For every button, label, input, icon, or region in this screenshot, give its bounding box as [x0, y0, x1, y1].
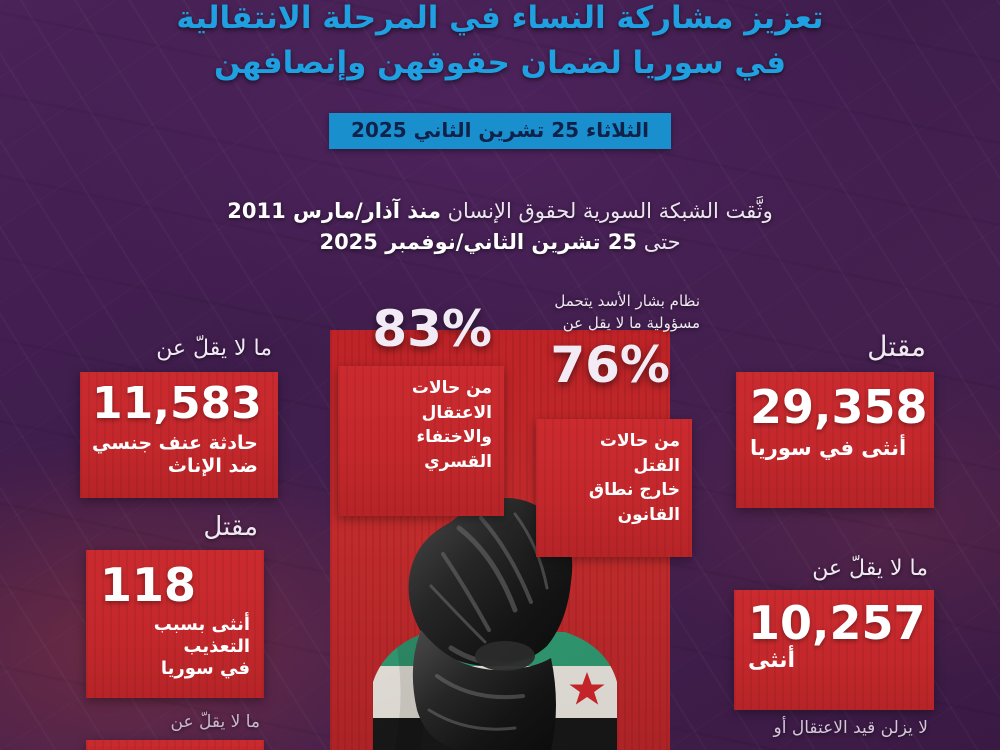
stat-caption-torture-deaths: مقتل — [203, 512, 258, 542]
title-line-1: تعزيز مشاركة النساء في المرحلة الانتقالي… — [176, 0, 824, 36]
stat-caption-line-1: نظام بشار الأسد يتحمل — [554, 292, 700, 310]
stat-value-torture-deaths: 118 — [100, 558, 197, 612]
stat-desc-line-1: من حالات الاعتقال — [411, 378, 492, 423]
stat-desc-line-2: ضد الإناث — [167, 455, 258, 478]
stat-desc-line-2: خارج نطاق القانون — [588, 480, 680, 525]
stat-caption-partial-bottom-left: ما لا يقلّ عن — [170, 712, 260, 732]
stat-card-detention: من حالات الاعتقال والاختفاء القسري — [338, 366, 504, 516]
stat-card-partial-bottom-left — [86, 740, 264, 750]
stat-description-killed-females: أنثى في سوريا — [750, 436, 906, 462]
stat-desc-line-1: أنثى — [748, 648, 796, 673]
subtitle-line-2-plain: حتى — [637, 230, 681, 254]
stat-card-sexual-violence: 11,583 حادثة عنف جنسي ضد الإناث — [80, 372, 278, 498]
subtitle-line-2-bold: 25 تشرين الثاني/نوفمبر 2025 — [319, 230, 638, 254]
stat-caption-killed-females: مقتل — [867, 330, 926, 363]
page-title: تعزيز مشاركة النساء في المرحلة الانتقالي… — [0, 0, 1000, 86]
subtitle-line-2: حتى 25 تشرين الثاني/نوفمبر 2025 — [0, 227, 1000, 258]
title-line-2: في سوريا لضمان حقوقهن وإنصافهن — [213, 45, 787, 81]
woman-with-syrian-flag-illustration — [355, 470, 655, 750]
subtitle-line-1-plain: وثَّقت الشبكة السورية لحقوق الإنسان — [440, 199, 773, 223]
stat-desc-line-2: في سوريا — [160, 657, 250, 679]
stat-value-sexual-violence: 11,583 — [92, 378, 262, 429]
subtitle: وثَّقت الشبكة السورية لحقوق الإنسان منذ … — [0, 196, 1000, 258]
stat-caption-extrajudicial: نظام بشار الأسد يتحمل مسؤولية ما لا يقل … — [554, 290, 700, 334]
subtitle-line-1-bold: منذ آذار/مارس 2011 — [227, 199, 441, 223]
stat-caption-detained-females: ما لا يقلّ عن — [812, 556, 928, 581]
stat-caption-sexual-violence: ما لا يقلّ عن — [156, 336, 272, 361]
stat-card-torture-deaths: 118 أنثى بسبب التعذيب في سوريا — [86, 550, 264, 698]
stat-card-extrajudicial: من حالات القتل خارج نطاق القانون — [536, 419, 692, 557]
stat-desc-line-1: حادثة عنف جنسي — [92, 432, 258, 454]
stat-card-killed-females: 29,358 أنثى في سوريا — [736, 372, 934, 508]
date-badge: الثلاثاء 25 تشرين الثاني 2025 — [329, 113, 671, 149]
stat-desc-line-2: والاختفاء القسري — [416, 427, 492, 472]
stat-value-killed-females: 29,358 — [750, 380, 928, 434]
subtitle-line-1: وثَّقت الشبكة السورية لحقوق الإنسان منذ … — [0, 196, 1000, 227]
stat-description-extrajudicial: من حالات القتل خارج نطاق القانون — [548, 429, 680, 528]
stat-desc-line-1: أنثى في سوريا — [750, 436, 907, 460]
stat-percent-extrajudicial: 76% — [550, 336, 670, 394]
stat-percent-detention: 83% — [372, 300, 492, 358]
stat-desc-line-1: من حالات القتل — [599, 431, 680, 476]
stat-caption-line-2: مسؤولية ما لا يقل عن — [562, 314, 700, 332]
stat-desc-line-1: أنثى بسبب التعذيب — [153, 614, 250, 657]
stat-card-detained-females: 10,257 أنثى — [734, 590, 934, 710]
stat-footer-detained-females: لا يزلن قيد الاعتقال أو — [773, 718, 928, 738]
stat-description-sexual-violence: حادثة عنف جنسي ضد الإناث — [92, 432, 258, 478]
stat-description-torture-deaths: أنثى بسبب التعذيب في سوريا — [100, 614, 250, 680]
stat-value-detained-females: 10,257 — [748, 596, 926, 650]
stat-description-detained-females: أنثى — [748, 648, 795, 675]
stat-description-detention: من حالات الاعتقال والاختفاء القسري — [350, 376, 492, 475]
